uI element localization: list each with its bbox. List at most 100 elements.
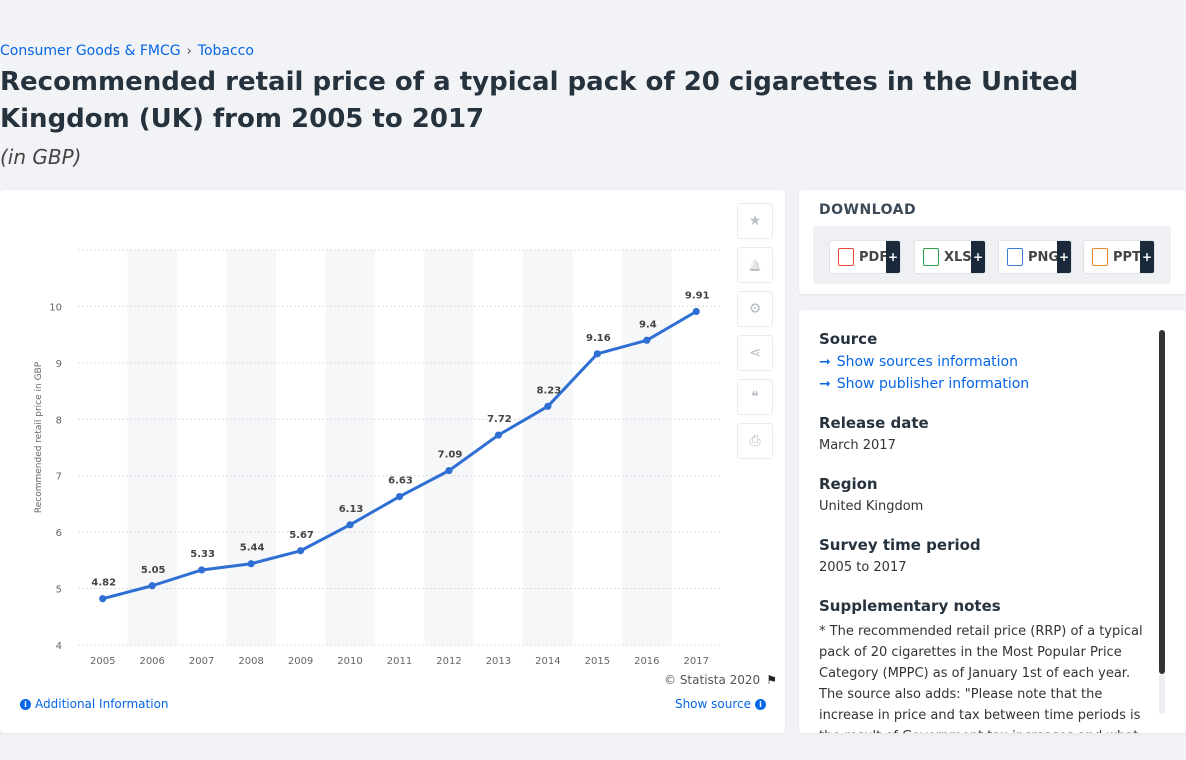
page-subtitle: (in GBP) (0, 145, 82, 169)
xls-file-icon (923, 248, 939, 266)
data-label: 9.4 (639, 319, 657, 330)
column-band (424, 250, 474, 645)
x-tick-label: 2011 (387, 656, 412, 667)
show-source-link[interactable]: Show source i (675, 697, 766, 711)
data-point (99, 595, 107, 603)
gear-icon[interactable]: ⚙ (737, 291, 773, 327)
data-label: 7.09 (438, 450, 463, 461)
star-icon[interactable]: ★ (737, 203, 773, 239)
data-label: 6.63 (388, 476, 413, 487)
bell-icon[interactable]: 🔔 (737, 247, 773, 283)
download-xls-button[interactable]: XLS + (914, 240, 986, 274)
print-icon[interactable]: ⎙ (737, 423, 773, 459)
data-point (494, 431, 503, 439)
data-point (692, 307, 700, 316)
arrow-right-icon: ➞ (819, 354, 831, 370)
x-tick-label: 2012 (436, 656, 461, 667)
download-ppt-button[interactable]: PPT + (1083, 240, 1155, 274)
download-png-button[interactable]: PNG + (998, 240, 1072, 274)
data-label: 5.67 (289, 530, 314, 541)
survey-period-heading: Survey time period (819, 536, 981, 554)
column-band (523, 250, 573, 645)
data-point (198, 566, 206, 574)
release-date-heading: Release date (819, 414, 929, 432)
breadcrumb-link-tobacco[interactable]: Tobacco (197, 43, 254, 59)
additional-information-label: Additional Information (35, 697, 169, 711)
x-tick-label: 2007 (189, 656, 214, 667)
column-band (226, 250, 276, 645)
data-label: 7.72 (487, 414, 512, 425)
download-ppt-label: PPT (1113, 249, 1141, 265)
y-tick-label: 7 (56, 472, 62, 483)
x-tick-label: 2009 (288, 656, 313, 667)
breadcrumb-link-consumer-goods[interactable]: Consumer Goods & FMCG (0, 43, 181, 59)
supplementary-notes-heading: Supplementary notes (819, 597, 1001, 615)
plus-icon: + (971, 241, 985, 273)
pdf-file-icon (838, 248, 854, 266)
plus-icon: + (1140, 241, 1154, 273)
data-point (395, 492, 404, 501)
column-band (622, 250, 672, 645)
page-title: Recommended retail price of a typical pa… (0, 67, 1079, 134)
download-card: DOWNLOAD PDF + XLS + PNG + PPT + (799, 190, 1186, 294)
plus-icon: + (886, 241, 900, 273)
region-value: United Kingdom (819, 499, 924, 514)
download-bar: PDF + XLS + PNG + PPT + (813, 226, 1171, 284)
data-point (544, 402, 552, 410)
data-label: 5.44 (240, 543, 265, 554)
x-tick-label: 2005 (90, 656, 115, 667)
x-tick-label: 2008 (238, 656, 263, 667)
info-icon: i (755, 698, 766, 710)
data-point (593, 350, 601, 358)
scrollbar-track[interactable] (1159, 674, 1165, 714)
scrollbar-thumb[interactable] (1159, 330, 1165, 674)
data-point (445, 467, 453, 475)
show-publisher-link[interactable]: ➞ Show publisher information (819, 376, 1149, 392)
y-tick-label: 8 (56, 415, 62, 426)
release-date-value: March 2017 (819, 438, 896, 453)
show-sources-link[interactable]: ➞ Show sources information (819, 354, 1149, 370)
data-label: 5.05 (141, 565, 166, 576)
data-label: 6.13 (339, 504, 364, 515)
download-pdf-label: PDF (859, 249, 889, 265)
data-label: 4.82 (91, 578, 116, 589)
x-tick-label: 2013 (486, 656, 511, 667)
top-bar (0, 0, 1186, 38)
region-heading: Region (819, 475, 878, 493)
breadcrumb-separator: › (186, 43, 192, 59)
chart-toolbar: ★ 🔔 ⚙ ⋖ ❝ ⎙ (737, 203, 773, 467)
show-source-label: Show source (674, 697, 751, 711)
y-tick-label: 6 (56, 528, 62, 539)
y-axis-label: Recommended retail price in GBP (34, 361, 44, 513)
line-chart: 4 5 6 7 8 9 10 Recommended retail price in GBP 2… (34, 249, 721, 667)
data-label: 9.91 (685, 291, 710, 302)
data-point (247, 560, 255, 568)
download-png-label: PNG (1028, 249, 1060, 265)
data-label: 9.16 (586, 333, 611, 344)
info-icon: i (20, 698, 31, 710)
additional-information-link[interactable]: i Additional Information (20, 697, 169, 711)
column-band (325, 250, 375, 645)
download-title: DOWNLOAD (819, 202, 917, 218)
breadcrumb: Consumer Goods & FMCG › Tobacco (0, 43, 254, 59)
data-point (643, 336, 651, 344)
data-label: 5.33 (190, 549, 215, 560)
show-sources-label: Show sources information (836, 354, 1018, 370)
png-file-icon (1007, 248, 1023, 266)
x-tick-label: 2010 (337, 656, 362, 667)
data-point (346, 521, 354, 529)
ppt-file-icon (1092, 248, 1108, 266)
quote-icon[interactable]: ❝ (737, 379, 773, 415)
y-tick-label: 9 (56, 359, 62, 370)
x-tick-label: 2016 (634, 656, 659, 667)
chart-card: 4 5 6 7 8 9 10 Recommended retail price in GBP 2… (0, 190, 785, 733)
x-tick-label: 2017 (684, 656, 709, 667)
y-tick-label: 10 (49, 302, 62, 313)
share-icon[interactable]: ⋖ (737, 335, 773, 371)
data-point (296, 547, 305, 555)
survey-period-value: 2005 to 2017 (819, 560, 907, 575)
download-pdf-button[interactable]: PDF + (829, 240, 901, 274)
info-content: Source ➞ Show sources information ➞ Show… (819, 330, 1149, 733)
data-point (148, 582, 156, 590)
flag-icon[interactable]: ⚑ (766, 673, 777, 687)
